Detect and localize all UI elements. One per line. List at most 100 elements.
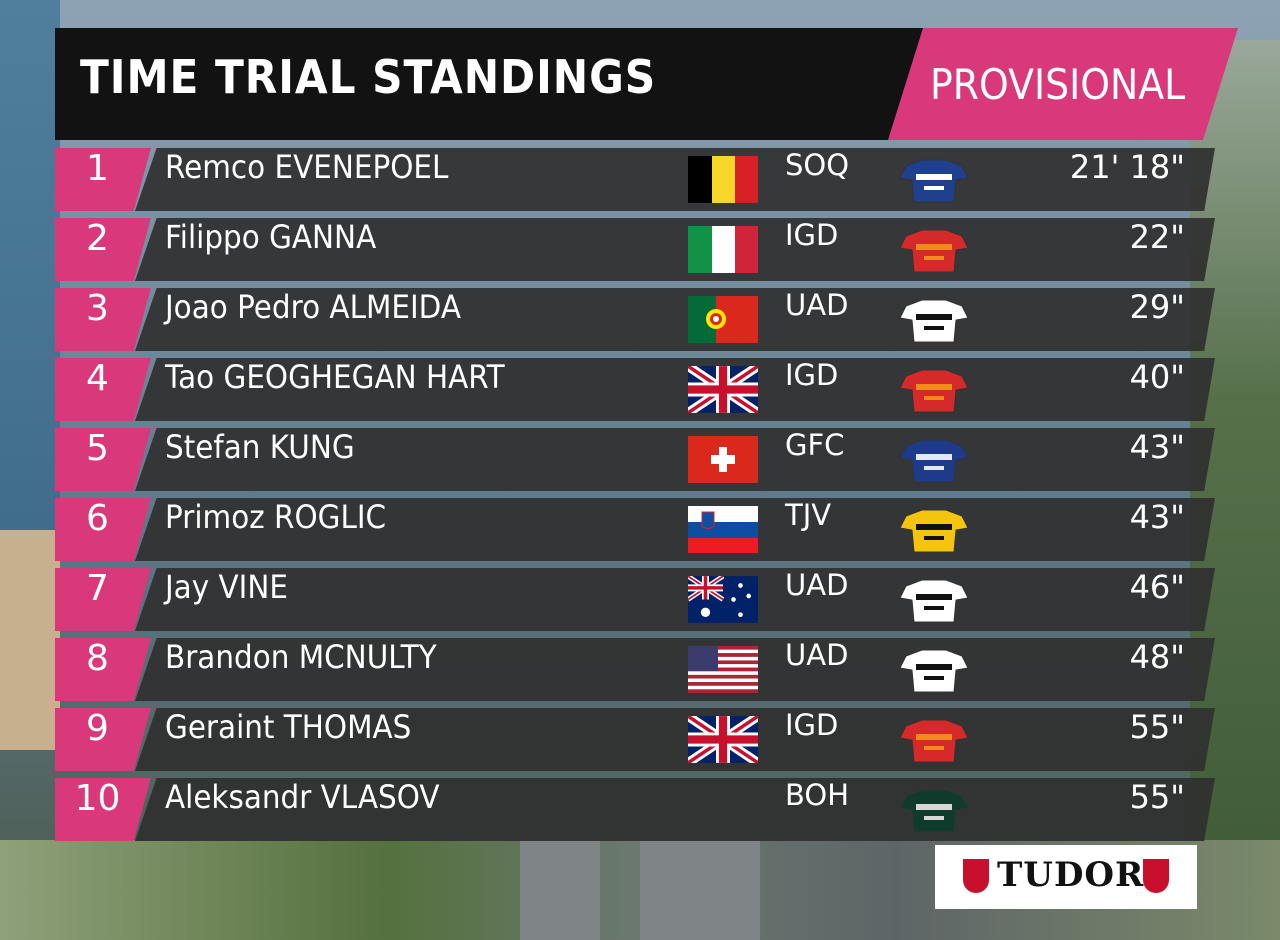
rider-name: Joao Pedro ALMEIDA <box>165 288 461 326</box>
time-gap: 55" <box>1129 778 1185 816</box>
italy-flag <box>688 226 758 273</box>
rank-number: 7 <box>86 568 109 609</box>
rank-number: 4 <box>86 358 109 399</box>
time-gap: 21' 18" <box>1069 148 1185 186</box>
table-row: 10 Aleksandr VLASOV BOH 55" <box>55 778 1215 841</box>
rank-badge <box>55 148 151 211</box>
boh-jersey-icon <box>898 788 970 833</box>
header-bar <box>55 28 925 140</box>
tjv-jersey-icon <box>898 508 970 553</box>
rank-number: 10 <box>74 778 121 819</box>
team-code: IGD <box>785 358 839 392</box>
table-row: 3 Joao Pedro ALMEIDA UAD 29" <box>55 288 1215 351</box>
uad-jersey-icon <box>898 648 970 693</box>
table-row: 6 Primoz ROGLIC TJV 43" <box>55 498 1215 561</box>
rank-number: 8 <box>86 638 109 679</box>
row-panel <box>135 288 1215 351</box>
team-code: UAD <box>785 638 849 672</box>
rider-name: Tao GEOGHEGAN HART <box>165 358 505 396</box>
shield-icon <box>963 859 989 893</box>
uad-jersey-icon <box>898 298 970 343</box>
team-code: IGD <box>785 218 839 252</box>
soq-jersey-icon <box>898 158 970 203</box>
table-row: 2 Filippo GANNA IGD 22" <box>55 218 1215 281</box>
uk-flag <box>688 716 758 763</box>
rank-badge <box>55 218 151 281</box>
rank-badge <box>55 708 151 771</box>
row-panel <box>135 428 1215 491</box>
team-code: SOQ <box>785 148 850 182</box>
rank-number: 2 <box>86 218 109 259</box>
rank-number: 3 <box>86 288 109 329</box>
rider-name: Jay VINE <box>165 568 288 606</box>
portugal-flag <box>688 296 758 343</box>
rider-name: Geraint THOMAS <box>165 708 412 746</box>
row-panel <box>135 638 1215 701</box>
team-code: TJV <box>785 498 832 532</box>
status-badge-text: PROVISIONAL <box>930 60 1186 109</box>
rank-badge <box>55 498 151 561</box>
rank-number: 1 <box>86 148 109 189</box>
rank-badge <box>55 778 151 841</box>
time-gap: 29" <box>1129 288 1185 326</box>
rider-name: Stefan KUNG <box>165 428 355 466</box>
igd-jersey-icon <box>898 718 970 763</box>
belgium-flag <box>688 156 758 203</box>
row-panel <box>135 708 1215 771</box>
rider-name: Aleksandr VLASOV <box>165 778 440 816</box>
gfc-jersey-icon <box>898 438 970 483</box>
page-title: TIME TRIAL STANDINGS <box>80 50 657 104</box>
rider-name: Brandon MCNULTY <box>165 638 437 676</box>
igd-jersey-icon <box>898 368 970 413</box>
sea-area <box>0 0 60 560</box>
row-panel <box>135 498 1215 561</box>
shield-icon <box>1143 859 1169 893</box>
rank-badge <box>55 638 151 701</box>
table-row: 5 Stefan KUNG GFC 43" <box>55 428 1215 491</box>
rank-number: 5 <box>86 428 109 469</box>
provisional-badge <box>888 28 1238 140</box>
switzerland-flag <box>688 436 758 483</box>
sponsor-name: TUDOR <box>997 855 1145 895</box>
time-gap: 40" <box>1129 358 1185 396</box>
rank-number: 6 <box>86 498 109 539</box>
rider-name: Filippo GANNA <box>165 218 377 256</box>
table-row: 1 Remco EVENEPOEL SOQ 21' 18" <box>55 148 1215 211</box>
uad-jersey-icon <box>898 578 970 623</box>
row-panel <box>135 218 1215 281</box>
team-code: IGD <box>785 708 839 742</box>
table-row: 7 Jay VINE UAD 46" <box>55 568 1215 631</box>
usa-flag <box>688 646 758 693</box>
beach-area <box>0 530 60 750</box>
rank-badge <box>55 288 151 351</box>
road <box>520 840 600 940</box>
sponsor-logo: TUDOR <box>935 845 1197 909</box>
time-gap: 22" <box>1129 218 1185 256</box>
slovenia-flag <box>688 506 758 553</box>
time-gap: 48" <box>1129 638 1185 676</box>
road <box>640 840 760 940</box>
time-gap: 43" <box>1129 428 1185 466</box>
rider-name: Remco EVENEPOEL <box>165 148 449 186</box>
rank-badge <box>55 428 151 491</box>
rank-number: 9 <box>86 708 109 749</box>
australia-flag <box>688 576 758 623</box>
team-code: BOH <box>785 778 850 812</box>
row-panel <box>135 568 1215 631</box>
rider-name: Primoz ROGLIC <box>165 498 387 536</box>
table-row: 8 Brandon MCNULTY UAD 48" <box>55 638 1215 701</box>
table-row: 4 Tao GEOGHEGAN HART IGD 40" <box>55 358 1215 421</box>
row-panel <box>135 778 1215 841</box>
team-code: UAD <box>785 288 849 322</box>
team-code: GFC <box>785 428 845 462</box>
rank-badge <box>55 568 151 631</box>
time-gap: 43" <box>1129 498 1185 536</box>
table-row: 9 Geraint THOMAS IGD 55" <box>55 708 1215 771</box>
rank-badge <box>55 358 151 421</box>
row-panel <box>135 148 1215 211</box>
time-gap: 55" <box>1129 708 1185 746</box>
time-gap: 46" <box>1129 568 1185 606</box>
row-panel <box>135 358 1215 421</box>
team-code: UAD <box>785 568 849 602</box>
uk-flag <box>688 366 758 413</box>
